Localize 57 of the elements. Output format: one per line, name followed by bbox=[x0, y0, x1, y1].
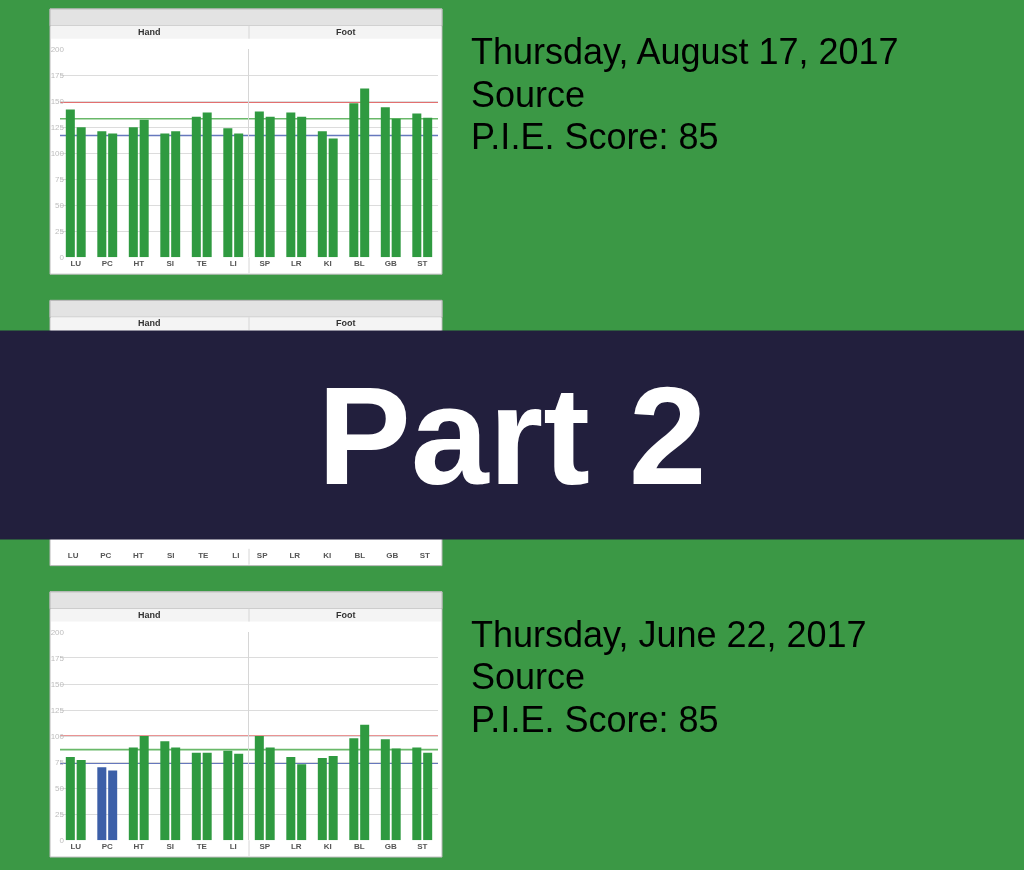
category-label: KI bbox=[323, 550, 332, 560]
x-tick-label: LR bbox=[290, 842, 302, 852]
chart-title: Hand bbox=[138, 27, 161, 37]
text: Part 2 bbox=[317, 356, 707, 514]
y-tick-label: 175 bbox=[50, 70, 65, 80]
x-tick-label: ST bbox=[417, 259, 428, 269]
category-label: HT bbox=[132, 550, 144, 560]
x-tick-label: LI bbox=[229, 259, 237, 269]
x-tick-label: HT bbox=[133, 259, 145, 269]
x-tick-label: KI bbox=[323, 259, 332, 269]
y-tick-label: 125 bbox=[50, 122, 65, 132]
text: Hand bbox=[138, 318, 161, 328]
x-tick-label: BL bbox=[353, 259, 365, 269]
text: Thursday, June 22, 2017 bbox=[471, 614, 867, 655]
y-tick-label: 75 bbox=[55, 175, 65, 185]
x-tick-label: LU bbox=[70, 842, 82, 852]
y-tick-label: 25 bbox=[55, 810, 65, 820]
x-tick-label: TE bbox=[196, 259, 208, 269]
x-tick-label: LI bbox=[229, 842, 237, 852]
chart-title: Foot bbox=[336, 610, 356, 620]
y-tick-label: 25 bbox=[55, 227, 65, 237]
chart-title: Hand bbox=[138, 610, 161, 620]
x-tick-label: SI bbox=[166, 842, 175, 852]
chart-title: Foot bbox=[336, 27, 356, 37]
category-label: GB bbox=[386, 550, 399, 560]
category-label: TE bbox=[198, 550, 210, 560]
y-tick-label: 125 bbox=[50, 705, 65, 715]
x-tick-label: ST bbox=[417, 842, 428, 852]
x-tick-label: BL bbox=[353, 842, 365, 852]
category-label: LR bbox=[289, 550, 301, 560]
category-label: LU bbox=[67, 550, 79, 560]
category-label: BL bbox=[354, 550, 366, 560]
text: Source bbox=[471, 74, 586, 115]
text: Foot bbox=[336, 318, 356, 328]
x-tick-label: TE bbox=[196, 842, 208, 852]
text: Thursday, August 17, 2017 bbox=[471, 31, 899, 72]
y-tick-label: 75 bbox=[55, 757, 65, 767]
x-tick-label: SP bbox=[259, 842, 271, 852]
category-label: SI bbox=[166, 550, 175, 560]
text: P.I.E. Score: 85 bbox=[471, 116, 719, 157]
x-tick-label: PC bbox=[101, 259, 114, 269]
x-tick-label: SP bbox=[259, 259, 271, 269]
text: Source bbox=[471, 656, 586, 697]
x-tick-label: SI bbox=[166, 259, 175, 269]
x-tick-label: GB bbox=[384, 259, 397, 269]
x-tick-label: LU bbox=[70, 259, 82, 269]
text: P.I.E. Score: 85 bbox=[471, 699, 719, 740]
category-label: SP bbox=[256, 550, 269, 560]
x-tick-label: PC bbox=[101, 842, 114, 852]
y-tick-label: 175 bbox=[50, 653, 65, 663]
x-tick-label: KI bbox=[323, 842, 332, 852]
category-label: PC bbox=[100, 550, 112, 560]
category-label: ST bbox=[419, 550, 431, 560]
x-tick-label: LR bbox=[290, 259, 302, 269]
x-tick-label: HT bbox=[133, 842, 145, 852]
category-label: LI bbox=[232, 550, 240, 560]
x-tick-label: GB bbox=[384, 842, 397, 852]
